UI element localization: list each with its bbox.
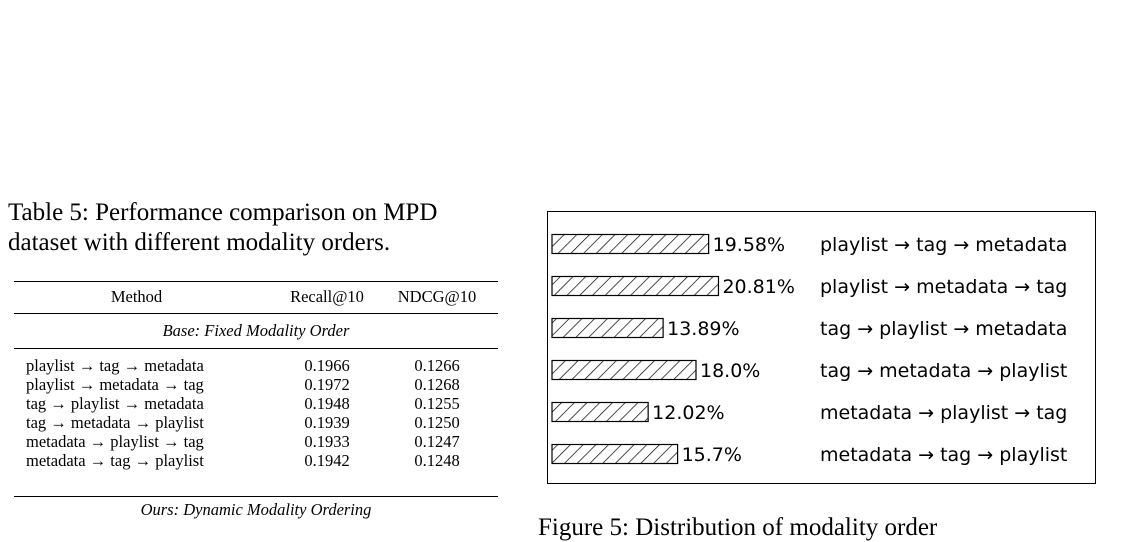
modality-order-chart: 19.58% playlist → tag → metadata 20.81% pla… xyxy=(547,211,1096,484)
bar-category-label: playlist → metadata → tag xyxy=(820,276,1067,298)
table-header-rule xyxy=(14,313,498,314)
bar-value-label: 15.7% xyxy=(682,444,742,466)
row-recall: 0.1942 xyxy=(304,451,350,470)
bar-category-label: tag → metadata → playlist xyxy=(820,360,1067,382)
bar-value-label: 19.58% xyxy=(713,234,785,256)
row-ndcg: 0.1247 xyxy=(414,432,460,451)
row-method: metadata → playlist → tag xyxy=(26,432,204,451)
bar xyxy=(551,317,664,339)
table-row: metadata → playlist → tag 0.1933 0.1247 xyxy=(14,432,498,451)
row-recall: 0.1939 xyxy=(304,413,350,432)
header-recall: Recall@10 xyxy=(290,287,364,306)
table-caption: Table 5: Performance comparison on MPD d… xyxy=(8,199,438,256)
table-row: playlist → tag → metadata 0.1966 0.1266 xyxy=(14,356,498,375)
row-recall: 0.1933 xyxy=(304,432,350,451)
bar-category-label: playlist → tag → metadata xyxy=(820,234,1067,256)
section-base-label: Base: Fixed Modality Order xyxy=(162,321,350,340)
chart-canvas: 19.58% playlist → tag → metadata 20.81% pla… xyxy=(551,233,1067,466)
table-bottom-rule xyxy=(14,496,498,497)
bar xyxy=(551,233,710,255)
bar-category-label: tag → playlist → metadata xyxy=(820,318,1067,340)
bar-value-label: 18.0% xyxy=(700,360,760,382)
section-ours-label: Ours: Dynamic Modality Ordering xyxy=(140,500,372,519)
bar-category-label: metadata → tag → playlist xyxy=(820,444,1067,466)
bar-value-label: 20.81% xyxy=(722,276,794,298)
table-row: tag → metadata → playlist 0.1939 0.1250 xyxy=(14,413,498,432)
bar-value-label: 13.89% xyxy=(667,318,739,340)
table-row: tag → playlist → metadata 0.1948 0.1255 xyxy=(14,394,498,413)
row-recall: 0.1972 xyxy=(304,375,350,394)
figure-caption: Figure 5: Distribution of modality order xyxy=(538,514,938,541)
row-ndcg: 0.1266 xyxy=(414,356,460,375)
row-method: tag → metadata → playlist xyxy=(26,413,204,432)
row-ndcg: 0.1268 xyxy=(414,375,460,394)
row-method: playlist → metadata → tag xyxy=(26,375,204,394)
row-ndcg: 0.1248 xyxy=(414,451,460,470)
row-ndcg: 0.1255 xyxy=(414,394,460,413)
table-header-row: Method Recall@10 NDCG@10 xyxy=(14,287,498,306)
row-recall: 0.1948 xyxy=(304,394,350,413)
bar xyxy=(551,401,649,423)
row-method: playlist → tag → metadata xyxy=(26,356,204,375)
header-ndcg: NDCG@10 xyxy=(397,287,477,306)
bar xyxy=(551,275,720,297)
bar-value-label: 12.02% xyxy=(652,402,724,424)
row-method: tag → playlist → metadata xyxy=(26,394,204,413)
table-row: metadata → tag → playlist 0.1942 0.1248 xyxy=(14,451,498,470)
table-row: playlist → metadata → tag 0.1972 0.1268 xyxy=(14,375,498,394)
table-top-rule xyxy=(14,281,498,282)
row-recall: 0.1966 xyxy=(304,356,350,375)
bar xyxy=(551,359,697,381)
header-method: Method xyxy=(110,287,163,306)
table-section-rule xyxy=(14,348,498,349)
row-ndcg: 0.1250 xyxy=(414,413,460,432)
row-method: metadata → tag → playlist xyxy=(26,451,204,470)
bar-category-label: metadata → playlist → tag xyxy=(820,402,1067,424)
bar xyxy=(551,443,679,465)
